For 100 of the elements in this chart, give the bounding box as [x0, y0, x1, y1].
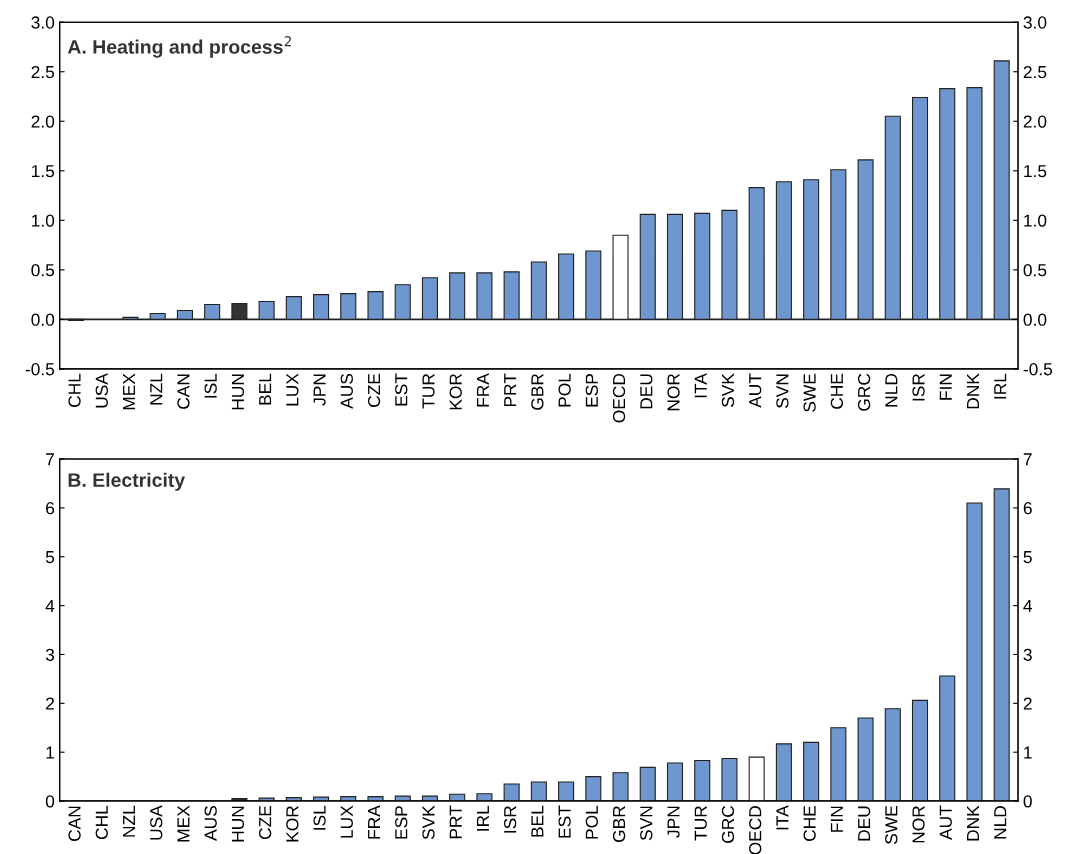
- y-tick-label: -0.5: [25, 363, 55, 376]
- x-tick-label: NOR: [912, 806, 925, 843]
- y2-tick-label: 2.5: [1023, 65, 1047, 79]
- bar: [558, 781, 575, 802]
- x-tick-label: IRL: [476, 805, 489, 831]
- bar: [966, 502, 983, 802]
- x-tick-label: NLD: [885, 373, 898, 407]
- x-tick-label: EST: [395, 373, 408, 406]
- bar: [911, 699, 929, 802]
- y-tick-label: 1.0: [32, 214, 55, 227]
- y-tick-label: 1: [46, 746, 54, 759]
- x-tick-label: CHE: [830, 373, 843, 409]
- x-tick-label: GRC: [721, 805, 735, 843]
- bar: [258, 797, 275, 802]
- x-tick-label: TUR: [422, 373, 435, 409]
- x-tick-label: DNK: [967, 373, 979, 409]
- x-tick-label: FIN: [939, 374, 952, 400]
- x-tick-label: SWE: [803, 373, 816, 412]
- x-tick-label: DEU: [640, 374, 653, 409]
- y-tick-label: 1.5: [32, 165, 55, 178]
- x-tick-label: ITA: [776, 805, 789, 830]
- x-tick-label: ITA: [694, 373, 707, 398]
- x-tick-label: DNK: [967, 805, 979, 841]
- x-tick-label: ESP: [395, 806, 408, 839]
- x-tick-label: AUT: [939, 805, 952, 840]
- x-tick-label: NLD: [994, 806, 1007, 839]
- x-tick-label: GRC: [857, 373, 871, 411]
- y2-tick-label: 1.5: [1024, 165, 1047, 178]
- x-tick-label: PRT: [504, 373, 517, 407]
- bar: [775, 743, 792, 802]
- x-tick-label: AUS: [204, 806, 217, 841]
- x-tick-label: MEX: [123, 373, 135, 410]
- y2-tick-label: 5: [1023, 551, 1032, 564]
- x-tick-label: NZL: [150, 373, 163, 405]
- y-tick-label: 7: [46, 453, 54, 466]
- x-tick-label: FRA: [368, 805, 380, 839]
- bar: [993, 488, 1010, 802]
- bar: [639, 766, 656, 802]
- bar: [313, 796, 330, 802]
- x-tick-label: SVN: [640, 806, 653, 841]
- x-tick-label: OECD: [612, 373, 626, 423]
- y-tick-label: 0.0: [31, 313, 55, 326]
- y-tick-label: 2: [46, 697, 54, 710]
- y2-tick-label: 2.0: [1023, 115, 1047, 128]
- x-tick-label: CHL: [95, 805, 108, 840]
- x-tick-label: USA: [150, 805, 163, 840]
- y2-tick-label: 0.0: [1023, 313, 1047, 326]
- x-tick-label: JPN: [313, 374, 326, 406]
- bar: [939, 675, 956, 802]
- x-tick-label: KOR: [286, 806, 299, 842]
- x-tick-label: MEX: [177, 805, 190, 842]
- x-tick-label: IRL: [994, 373, 1007, 399]
- x-tick-label: GBR: [612, 806, 626, 842]
- x-tick-label: ISL: [204, 373, 217, 398]
- y-tick-label: 2.5: [31, 65, 55, 79]
- bar: [857, 717, 874, 802]
- x-tick-label: NZL: [123, 805, 135, 837]
- x-tick-label: JPN: [667, 806, 680, 838]
- y-tick-label: 5: [45, 551, 55, 564]
- x-tick-label: GBR: [531, 373, 544, 410]
- y2-tick-label: 3.0: [1023, 16, 1047, 29]
- text: A. Heating and process$^{2}$: [67, 36, 291, 58]
- bar: [585, 776, 602, 802]
- y-tick-label: 3.0: [31, 16, 55, 29]
- x-tick-label: ISL: [313, 805, 326, 830]
- bar: [748, 756, 765, 802]
- x-tick-label: AUT: [749, 373, 762, 408]
- x-tick-label: CHL: [68, 373, 81, 407]
- x-tick-label: ISR: [504, 806, 517, 833]
- x-tick-label: TUR: [694, 806, 707, 841]
- x-tick-label: ESP: [585, 374, 598, 407]
- text: B. Electricity: [68, 472, 186, 491]
- y2-tick-label: 0: [1023, 795, 1032, 808]
- x-tick-label: HUN: [231, 374, 245, 410]
- bar: [666, 762, 684, 802]
- x-tick-label: HUN: [231, 806, 245, 842]
- bar: [530, 781, 547, 802]
- x-tick-label: SWE: [885, 805, 898, 844]
- x-tick-label: KOR: [449, 373, 462, 410]
- x-tick-label: SVN: [776, 374, 789, 408]
- x-tick-label: FIN: [830, 806, 843, 832]
- x-tick-label: LUX: [286, 373, 299, 406]
- y-tick-label: 4: [45, 599, 55, 612]
- x-tick-label: POL: [585, 805, 598, 839]
- x-tick-label: FRA: [476, 373, 489, 407]
- bar: [694, 759, 711, 802]
- x-tick-label: CAN: [177, 374, 190, 409]
- y2-tick-label: 6: [1023, 502, 1032, 515]
- bar: [803, 741, 820, 802]
- x-tick-label: CAN: [68, 806, 81, 841]
- x-tick-label: EST: [558, 805, 571, 838]
- x-tick-label: USA: [95, 373, 108, 408]
- y-tick-label: 6: [46, 502, 55, 515]
- bar: [503, 783, 520, 802]
- y2-tick-label: 7: [1023, 453, 1032, 466]
- bar: [830, 727, 847, 802]
- x-tick-label: SVK: [422, 805, 435, 840]
- x-tick-label: SVK: [721, 373, 735, 408]
- x-tick-label: PRT: [449, 805, 462, 839]
- y-tick-label: 2.0: [31, 115, 55, 128]
